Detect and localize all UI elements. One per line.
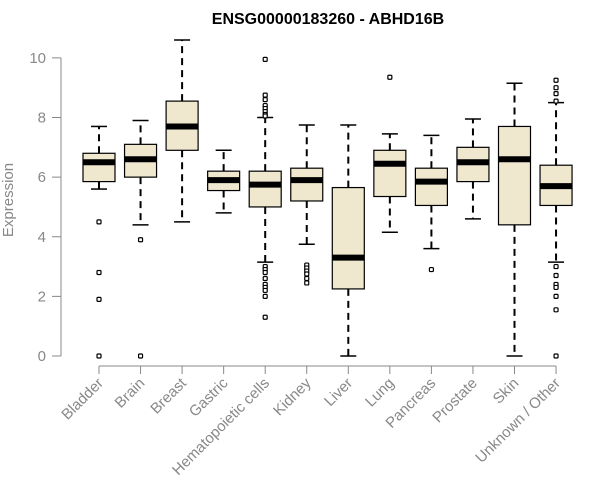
box-7 [373, 74, 407, 234]
outlier-point [262, 97, 268, 103]
outlier-point [553, 263, 559, 270]
y-tick-label: 8 [38, 110, 46, 127]
box-iqr [82, 152, 116, 183]
y-tick-label: 10 [29, 50, 46, 67]
outlier-point [553, 293, 559, 299]
outlier-point [553, 98, 559, 104]
box-4 [248, 56, 282, 320]
outlier-point [553, 91, 559, 97]
x-tick-label: Bladder [58, 375, 107, 424]
outlier-point [553, 353, 559, 359]
chart-title: ENSG00000183260 - ABHD16B [212, 11, 444, 28]
outlier-point [553, 307, 559, 313]
outlier-point [262, 269, 268, 276]
box-11 [539, 77, 573, 359]
box-iqr [248, 170, 282, 208]
box-iqr [331, 186, 365, 290]
outlier-point [553, 85, 559, 91]
boxes-group [82, 39, 573, 359]
outlier-point [262, 314, 268, 320]
outlier-point [262, 92, 268, 98]
x-tick-label: Kidney [270, 374, 315, 419]
box-iqr [414, 167, 448, 207]
x-tick-label: Breast [147, 374, 190, 417]
outlier-point [553, 284, 559, 291]
box-6 [331, 124, 365, 357]
outlier-point [137, 353, 144, 359]
box-iqr [290, 167, 324, 202]
y-tick-label: 0 [38, 348, 46, 365]
outlier-point [304, 271, 310, 277]
box-3 [207, 149, 241, 214]
outlier-point [262, 293, 268, 299]
box-5 [290, 124, 324, 286]
y-axis: 0 2 4 6 8 10 [29, 50, 62, 365]
box-iqr [373, 149, 407, 198]
y-tick-label: 4 [38, 229, 46, 246]
x-tick-label: Skin [490, 375, 523, 408]
outlier-point [304, 280, 310, 286]
x-tick-label: Brain [112, 375, 149, 412]
x-tick-label: Liver [321, 375, 356, 410]
outlier-point [96, 353, 102, 359]
x-tick-label: Lung [362, 375, 398, 411]
outlier-point [553, 272, 559, 279]
outlier-point [96, 296, 102, 302]
box-10 [497, 82, 532, 357]
outlier-point [387, 74, 393, 80]
box-9 [456, 118, 490, 220]
outlier-point [304, 275, 310, 282]
box-8 [414, 134, 448, 273]
outlier-point [262, 56, 268, 62]
outlier-point [262, 113, 268, 119]
outlier-point [262, 287, 268, 294]
outlier-point [96, 219, 102, 225]
x-tick-label: Prostate [429, 375, 481, 427]
box-0 [82, 125, 116, 359]
outlier-point [96, 269, 102, 276]
outlier-point [137, 237, 144, 243]
outlier-point [262, 275, 268, 282]
box-2 [165, 39, 199, 223]
y-tick-label: 2 [38, 288, 46, 305]
box-1 [123, 119, 158, 359]
y-tick-label: 6 [38, 169, 46, 186]
outlier-point [553, 77, 559, 83]
outlier-point [428, 266, 434, 273]
y-axis-label: Expression [0, 163, 17, 237]
box-iqr [497, 125, 532, 226]
